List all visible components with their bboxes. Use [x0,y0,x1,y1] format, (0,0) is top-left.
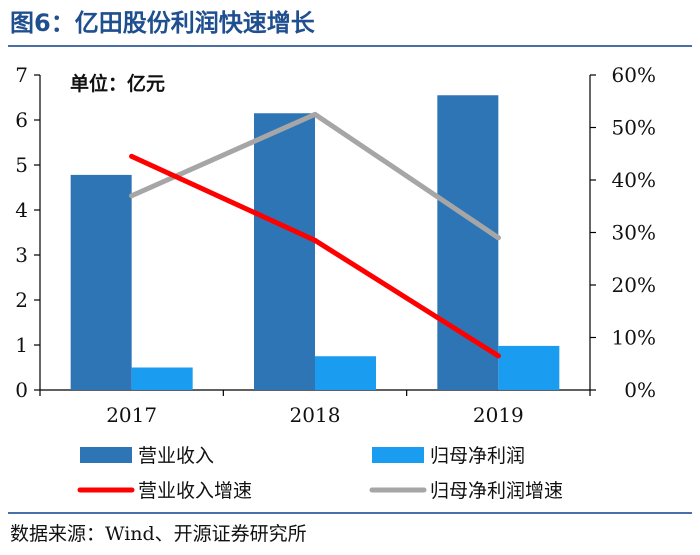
left-tick-label: 5 [15,153,28,177]
right-y-ticks: 0% 10% 20% 30% 40% 50% 60% [590,63,656,402]
left-tick-label: 1 [15,333,28,357]
right-tick-label: 60% [612,63,656,87]
legend-swatch [80,447,132,463]
net-profit-growth-point [129,193,135,199]
left-tick-label: 7 [15,63,28,87]
legend-item: 归母净利润增速 [369,480,563,502]
legend-item: 营业收入增速 [77,480,252,502]
bar-series [70,95,560,390]
title-divider [8,45,692,47]
figure-title: 图6：亿田股份利润快速增长 [10,9,315,37]
right-tick-label: 20% [612,273,656,297]
right-tick-label: 50% [612,116,656,140]
revenue-bar [70,174,132,390]
x-category-label: 2019 [473,403,524,427]
net-profit-bar [315,356,376,390]
unit-label: 单位：亿元 [70,72,165,95]
legend-item: 归母净利润 [372,445,525,467]
left-tick-label: 4 [15,198,28,222]
legend-item: 营业收入 [80,445,214,467]
left-tick-label: 2 [15,288,28,312]
net-profit-growth-point [312,111,318,117]
legend-label: 营业收入增速 [138,480,252,502]
left-tick-label: 3 [15,243,28,267]
left-tick-label: 6 [15,108,28,132]
x-category-label: 2018 [290,403,341,427]
right-tick-label: 40% [612,168,656,192]
right-tick-label: 10% [612,326,656,350]
revenue-bar [437,95,499,390]
legend-swatch [372,447,424,463]
legend-label: 营业收入 [138,445,214,467]
right-tick-label: 30% [612,221,656,245]
legend-label: 归母净利润增速 [430,480,563,502]
left-tick-label: 0 [15,378,28,402]
revenue-growth-line [129,153,501,359]
x-category-label: 2017 [106,403,157,427]
x-axis-labels: 2017 2018 2019 [39,390,591,427]
source-note: 数据来源：Wind、开源证券研究所 [10,523,307,545]
revenue-bar [254,113,315,390]
line-series [129,111,501,359]
net-profit-bar [131,367,193,390]
net-profit-bar [498,345,560,390]
net-profit-growth-point [495,235,501,241]
right-tick-label: 0% [624,378,656,402]
source-divider [8,512,692,514]
legend-label: 归母净利润 [430,445,525,467]
left-y-ticks: 0 1 2 3 4 5 6 7 [15,63,40,402]
